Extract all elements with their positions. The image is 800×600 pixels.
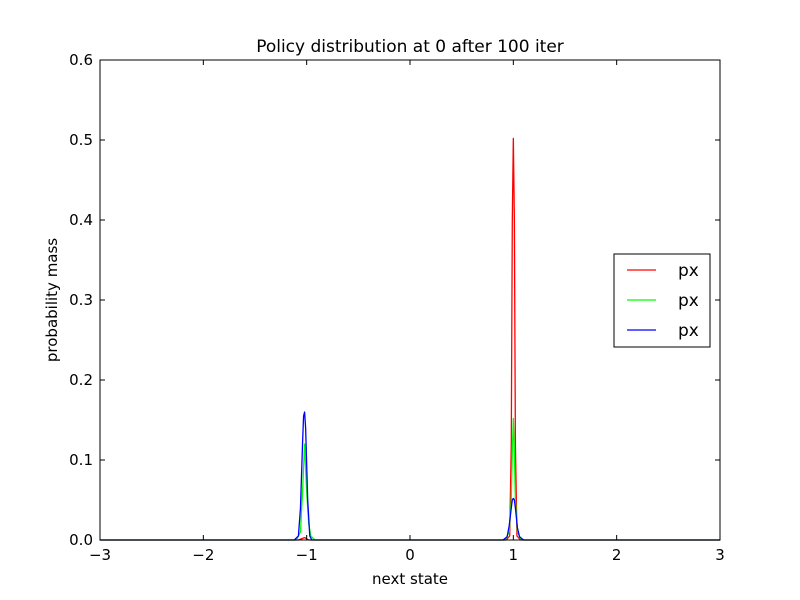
y-tick-label: 0.2 — [69, 371, 93, 389]
y-tick-label: 0.3 — [69, 291, 93, 309]
x-tick-label: −1 — [296, 546, 318, 564]
x-axis-title: next state — [372, 570, 448, 588]
y-tick-label: 0.1 — [69, 451, 93, 469]
x-tick-label: −3 — [89, 546, 111, 564]
y-tick-label: 0.0 — [69, 531, 93, 549]
y-tick-label: 0.6 — [69, 51, 93, 69]
y-axis-title: probability mass — [43, 238, 61, 362]
y-tick-label: 0.4 — [69, 211, 93, 229]
x-tick-label: 3 — [715, 546, 725, 564]
legend-label-3: px — [678, 321, 699, 341]
ticks-layer: −3 −2 −1 0 1 2 3 0.0 0.1 0.2 0.3 0.4 0.5 0.6 — [69, 51, 725, 564]
x-tick-label: 2 — [612, 546, 622, 564]
x-tick-label: 0 — [405, 546, 415, 564]
legend: px px px — [613, 253, 711, 348]
y-tick-label: 0.5 — [69, 131, 93, 149]
series-line-1 — [100, 137, 720, 541]
x-tick-label: 1 — [509, 546, 519, 564]
legend-label-1: px — [678, 261, 699, 281]
chart-title: Policy distribution at 0 after 100 iter — [256, 37, 564, 57]
legend-label-2: px — [678, 291, 699, 311]
x-tick-label: −2 — [192, 546, 214, 564]
